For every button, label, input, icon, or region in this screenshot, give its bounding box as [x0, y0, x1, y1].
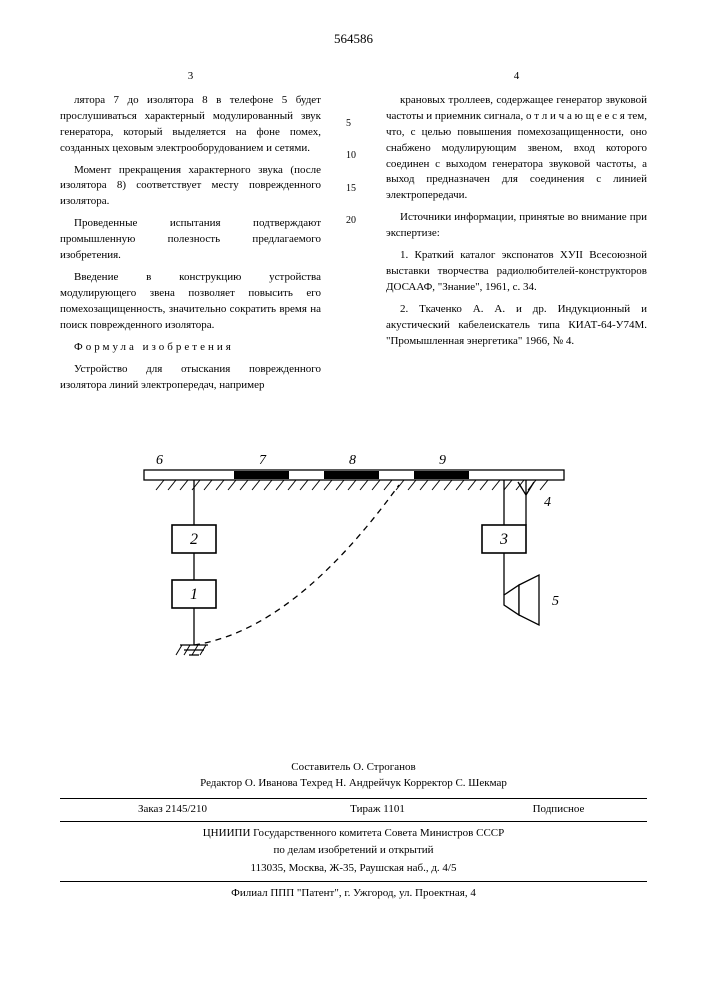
formula-header: Формула изобретения — [60, 340, 321, 356]
text-columns: 3 лятора 7 до изолятора 8 в телефоне 5 б… — [60, 69, 647, 400]
formula-text: Устройство для отыскания поврежденного и… — [60, 362, 321, 394]
footer-table: Заказ 2145/210 Тираж 1101 Подписное — [60, 798, 647, 822]
org-line-1: ЦНИИПИ Государственного комитета Совета … — [60, 826, 647, 842]
zakaz-cell: Заказ 2145/210 — [60, 798, 285, 821]
paragraph: 2. Ткаченко А. А. и др. Индукционный и а… — [386, 302, 647, 350]
diagram-label-2: 2 — [190, 531, 198, 548]
left-col-number: 3 — [60, 69, 321, 85]
paragraph: Проведенные испытания подтверждают промы… — [60, 216, 321, 264]
tirazh-cell: Тираж 1101 — [285, 798, 470, 821]
line-number-gutter: 5 10 15 20 — [346, 69, 361, 400]
diagram-label-7: 7 — [259, 453, 267, 468]
left-column: 3 лятора 7 до изолятора 8 в телефоне 5 б… — [60, 69, 321, 400]
paragraph: Момент прекращения характерного звука (п… — [60, 163, 321, 211]
footer: Составитель О. Строганов Редактор О. Ива… — [60, 760, 647, 903]
paragraph: крановых троллеев, содержащее генератор … — [386, 93, 647, 205]
paragraph: лятора 7 до изолятора 8 в телефоне 5 буд… — [60, 93, 321, 157]
diagram-label-5: 5 — [552, 594, 559, 609]
line-marker: 20 — [346, 214, 361, 229]
addr-line-1: 113035, Москва, Ж-35, Раушская наб., д. … — [60, 861, 647, 877]
paragraph: Источники информации, принятые во вниман… — [386, 210, 647, 242]
line-marker: 10 — [346, 149, 361, 164]
line-marker: 15 — [346, 182, 361, 197]
diagram-label-4: 4 — [544, 495, 551, 510]
addr-line-2: Филиал ППП "Патент", г. Ужгород, ул. Про… — [60, 886, 647, 902]
podpisnoe-cell: Подписное — [470, 798, 647, 821]
diagram-label-9: 9 — [439, 453, 446, 468]
org-line-2: по делам изобретений и открытий — [60, 843, 647, 859]
right-column: 4 крановых троллеев, содержащее генерато… — [386, 69, 647, 400]
diagram-label-8: 8 — [349, 453, 356, 468]
compiler-line: Составитель О. Строганов — [60, 760, 647, 776]
line-marker: 5 — [346, 117, 361, 132]
editors-line: Редактор О. Иванова Техред Н. Андрейчук … — [60, 776, 647, 792]
diagram-label-1: 1 — [190, 586, 198, 603]
right-col-number: 4 — [386, 69, 647, 85]
diagram-label-3: 3 — [499, 531, 508, 548]
paragraph: Введение в конструкцию устройства модули… — [60, 270, 321, 334]
paragraph: 1. Краткий каталог экспонатов ХУII Всесо… — [386, 248, 647, 296]
patent-number: 564586 — [60, 30, 647, 49]
circuit-diagram: 2 1 3 6 7 8 9 4 5 — [114, 440, 594, 700]
diagram-label-6: 6 — [156, 453, 163, 468]
